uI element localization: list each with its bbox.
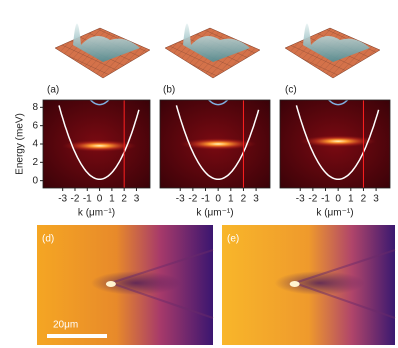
wake xyxy=(294,249,396,319)
peak xyxy=(303,23,370,62)
panel-label: (b) xyxy=(163,85,175,96)
x-tick-label: 2 xyxy=(361,194,367,205)
x-tick-label: -1 xyxy=(321,194,330,205)
emission xyxy=(299,135,377,148)
x-tick-label: -3 xyxy=(296,194,305,205)
x-tick-label: 0 xyxy=(97,194,103,205)
x-tick-label: -1 xyxy=(83,194,92,205)
x-tick-label: 2 xyxy=(241,194,247,205)
x-label: k (μm⁻¹) xyxy=(196,208,233,219)
y-tick-label: 8 xyxy=(32,102,38,113)
x-tick-label: 2 xyxy=(121,194,127,205)
dispersion xyxy=(175,105,260,181)
frame xyxy=(159,99,271,189)
shadow xyxy=(90,271,181,295)
dispersion xyxy=(58,105,140,181)
scale-label: 20μm xyxy=(53,320,78,331)
x-tick-label: 3 xyxy=(373,194,379,205)
images: (d) (e) 20μm xyxy=(37,225,396,345)
y-tick-label: 6 xyxy=(32,120,38,131)
frame xyxy=(279,99,391,189)
spot xyxy=(105,281,116,287)
x-tick-label: -2 xyxy=(188,194,197,205)
spot xyxy=(289,281,300,287)
panel-label: (e) xyxy=(227,234,239,245)
x-tick-label: 3 xyxy=(253,194,259,205)
x-label: k (μm⁻¹) xyxy=(316,208,353,219)
panel-label: (a) xyxy=(47,85,59,96)
emission xyxy=(62,139,138,152)
y-tick-label: 2 xyxy=(32,157,38,168)
y-label: Energy (meV) xyxy=(15,113,26,175)
panel-label: (c) xyxy=(285,85,297,96)
upper-branch xyxy=(207,100,229,106)
peak xyxy=(73,23,140,62)
dispersion xyxy=(295,105,380,181)
panel-label: (d) xyxy=(42,234,54,245)
x-tick-label: -3 xyxy=(176,194,185,205)
y-tick-label: 4 xyxy=(32,139,38,150)
emission xyxy=(179,138,257,150)
x-label: k (μm⁻¹) xyxy=(78,208,115,219)
surface-plots: (a) (b) (c) xyxy=(47,23,381,96)
peak xyxy=(183,23,250,62)
upper-branch xyxy=(89,100,110,106)
x-tick-label: 0 xyxy=(335,194,341,205)
x-tick-label: 1 xyxy=(228,194,234,205)
upper-branch xyxy=(327,100,349,106)
x-tick-label: -2 xyxy=(308,194,317,205)
scale-bar xyxy=(47,334,107,338)
x-tick-label: -3 xyxy=(58,194,67,205)
x-tick-label: 3 xyxy=(134,194,140,205)
x-tick-label: 0 xyxy=(215,194,221,205)
shadow xyxy=(274,271,365,295)
y-tick-label: 0 xyxy=(32,175,38,186)
x-tick-label: 1 xyxy=(109,194,115,205)
wake xyxy=(110,249,214,319)
x-tick-label: -2 xyxy=(71,194,80,205)
x-tick-label: 1 xyxy=(348,194,354,205)
x-tick-label: -1 xyxy=(201,194,210,205)
